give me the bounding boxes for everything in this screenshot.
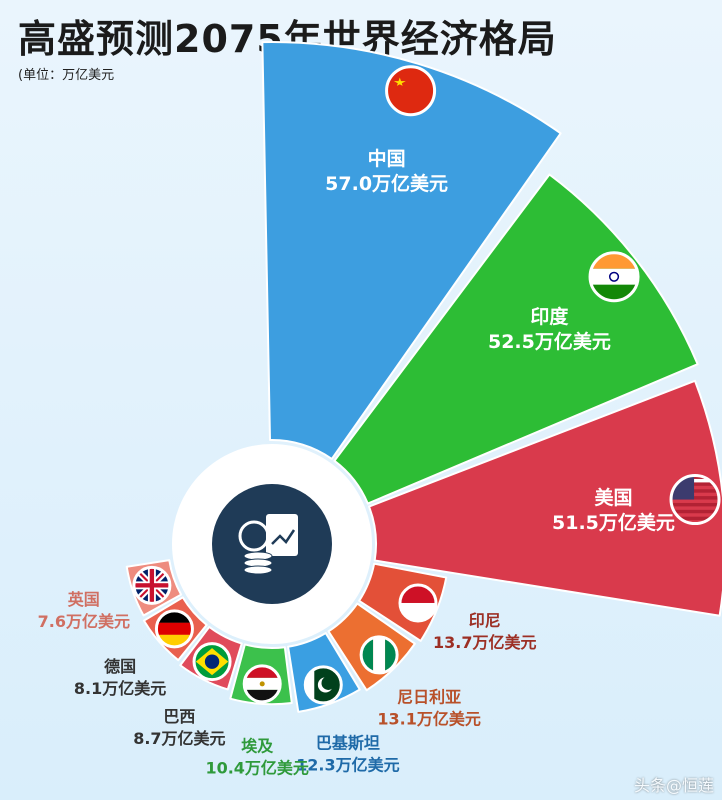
brazil-flag-icon (192, 642, 232, 682)
uk-flag-icon (132, 565, 172, 605)
slice-label-value-5: 12.3万亿美元 (296, 756, 399, 775)
slice-label-name-0: 中国 (368, 147, 406, 170)
finance-report-icon (212, 484, 332, 604)
pakistan-flag-icon (303, 665, 343, 705)
slice-label-value-2: 51.5万亿美元 (552, 511, 675, 534)
nigeria-flag-icon (359, 635, 399, 675)
slice-label-name-5: 巴基斯坦 (316, 734, 380, 753)
slice-label-name-1: 印度 (530, 305, 569, 328)
unit-label: (单位：万亿美元 (18, 68, 115, 83)
slice-0 (261, 41, 562, 460)
egypt-flag-icon (242, 664, 282, 704)
slice-label-value-8: 8.1万亿美元 (74, 679, 166, 698)
germany-flag-icon (154, 609, 194, 649)
watermark: 头条@恒莲 (633, 776, 714, 795)
slice-label-value-6: 10.4万亿美元 (205, 759, 308, 778)
slice-label-value-3: 13.7万亿美元 (433, 633, 536, 652)
slice-label-value-7: 8.7万亿美元 (133, 729, 225, 748)
slice-label-name-4: 尼日利亚 (397, 688, 461, 707)
slice-label-name-3: 印尼 (469, 611, 501, 630)
slice-label-name-8: 德国 (104, 657, 136, 676)
slice-label-name-2: 美国 (594, 486, 632, 509)
slice-label-value-1: 52.5万亿美元 (488, 330, 611, 353)
slice-label-name-6: 埃及 (241, 737, 274, 756)
slice-label-value-4: 13.1万亿美元 (377, 710, 480, 729)
slice-label-value-0: 57.0万亿美元 (325, 172, 448, 195)
china-flag-icon (385, 65, 437, 117)
slice-label-name-9: 英国 (67, 590, 100, 609)
india-flag-icon (588, 251, 640, 303)
slice-label-value-9: 7.6万亿美元 (38, 612, 130, 631)
slice-label-name-7: 巴西 (163, 707, 195, 726)
slice-2 (368, 379, 722, 617)
indonesia-flag-icon (398, 583, 438, 623)
